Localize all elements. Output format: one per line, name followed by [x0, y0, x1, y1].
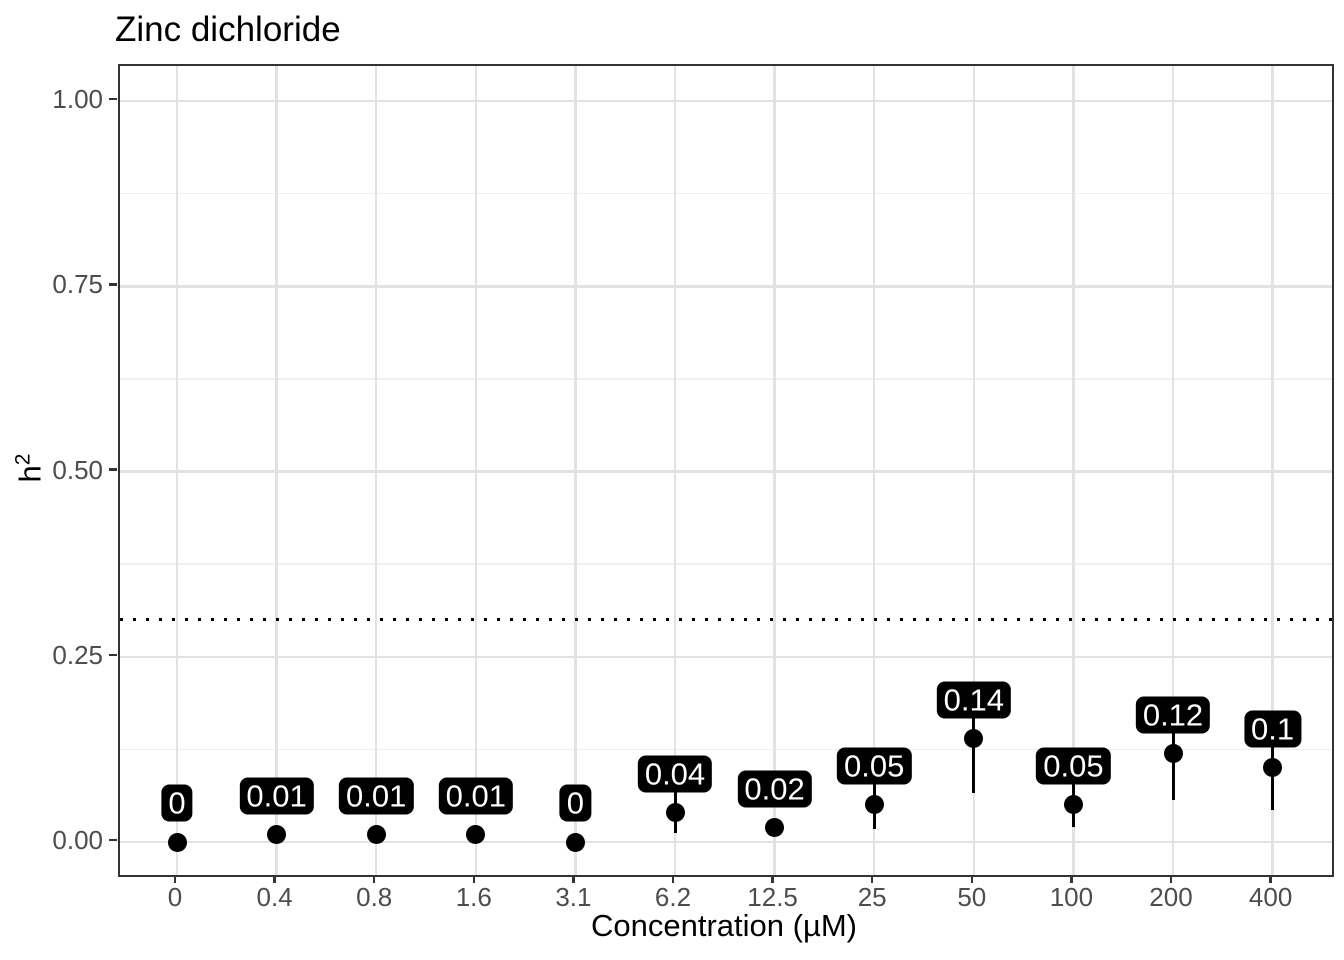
gridline-major-horizontal — [120, 655, 1332, 658]
plot-panel: 0 0.01 0.01 0.01 0 0.04 0.02 0.05 0.14 0.05 0.12 0.… — [118, 64, 1334, 877]
gridline-minor-horizontal — [120, 192, 1332, 195]
x-tick-mark — [671, 875, 675, 883]
gridline-major-vertical — [574, 66, 577, 875]
x-tick-label: 12.5 — [747, 882, 798, 912]
y-tick-mark — [109, 283, 117, 286]
x-tick-label: 3.1 — [555, 882, 592, 912]
y-tick-mark — [109, 468, 117, 471]
y-tick-label: 0.75 — [52, 269, 103, 300]
gridline-minor-horizontal — [120, 563, 1332, 565]
x-tick-label: 6.2 — [654, 882, 692, 912]
x-tick-label: 0 — [167, 882, 183, 912]
y-tick-label: 1.00 — [52, 84, 103, 114]
gridline-minor-horizontal — [120, 378, 1332, 380]
x-tick-mark — [1070, 875, 1073, 883]
gridline-major-vertical — [474, 66, 478, 875]
data-point — [466, 825, 486, 845]
y-tick-label: 0.25 — [52, 639, 103, 670]
value-label: 0.12 — [1135, 696, 1211, 734]
value-label: 0.02 — [737, 770, 812, 808]
chart-title: Zinc dichloride — [115, 10, 341, 49]
x-tick-label: 25 — [857, 882, 887, 912]
data-point — [167, 832, 187, 852]
x-tick-mark — [970, 875, 974, 883]
x-tick-label: 0.8 — [356, 882, 393, 912]
y-tick-mark — [109, 653, 117, 656]
gridline-major-horizontal — [120, 840, 1332, 844]
x-tick-label: 0.4 — [256, 882, 293, 912]
gridline-major-vertical — [275, 66, 278, 875]
data-point — [267, 825, 287, 845]
gridline-major-vertical — [773, 66, 776, 875]
data-point — [765, 817, 785, 837]
value-label: 0.1 — [1244, 710, 1302, 748]
value-label: 0.01 — [339, 777, 414, 815]
data-point — [864, 795, 884, 815]
x-tick-mark — [1169, 875, 1173, 883]
data-point — [964, 728, 984, 748]
value-label: 0.01 — [239, 777, 314, 815]
gridline-major-horizontal — [120, 470, 1332, 473]
x-tick-mark — [372, 875, 376, 883]
x-axis-title: Concentration (µM) — [591, 908, 857, 943]
gridline-major-vertical — [972, 66, 976, 875]
value-label: 0.05 — [1036, 747, 1111, 785]
x-tick-label: 200 — [1149, 882, 1193, 912]
value-label: 0.14 — [936, 681, 1011, 719]
gridline-major-vertical — [1271, 66, 1274, 875]
x-tick-mark — [771, 875, 774, 883]
x-tick-label: 400 — [1248, 882, 1293, 912]
x-tick-mark — [273, 875, 276, 883]
x-tick-label: 1.6 — [455, 882, 492, 912]
data-point — [1263, 758, 1283, 778]
x-tick-mark — [1269, 875, 1272, 883]
y-tick-label: 0.00 — [52, 825, 103, 855]
data-point — [1163, 743, 1183, 763]
x-tick-label: 50 — [957, 882, 987, 912]
data-point — [665, 802, 685, 822]
data-point — [565, 832, 585, 852]
value-label: 0 — [559, 784, 592, 822]
y-tick-label: 0.50 — [52, 454, 103, 485]
x-tick-mark — [173, 875, 177, 883]
gridline-major-horizontal — [120, 99, 1332, 103]
gridline-major-vertical — [872, 66, 876, 875]
reference-line-dotted — [120, 618, 1332, 622]
gridline-major-horizontal — [120, 285, 1332, 288]
data-point — [1063, 795, 1083, 815]
x-tick-mark — [870, 875, 874, 883]
gridline-major-vertical — [1072, 66, 1075, 875]
value-label: 0.05 — [837, 747, 912, 785]
value-label: 0.01 — [438, 777, 513, 815]
gridline-major-vertical — [673, 66, 677, 875]
value-label: 0.04 — [637, 755, 713, 793]
x-tick-label: 100 — [1049, 882, 1094, 912]
gridline-major-vertical — [374, 66, 378, 875]
gridline-minor-horizontal — [120, 748, 1332, 751]
value-label: 0 — [161, 784, 193, 822]
y-tick-mark — [109, 97, 117, 101]
y-tick-mark — [109, 838, 117, 842]
x-tick-mark — [572, 875, 575, 883]
gridline-major-vertical — [175, 66, 179, 875]
data-point — [366, 825, 386, 845]
gridline-major-vertical — [1171, 66, 1175, 875]
x-tick-mark — [472, 875, 476, 883]
